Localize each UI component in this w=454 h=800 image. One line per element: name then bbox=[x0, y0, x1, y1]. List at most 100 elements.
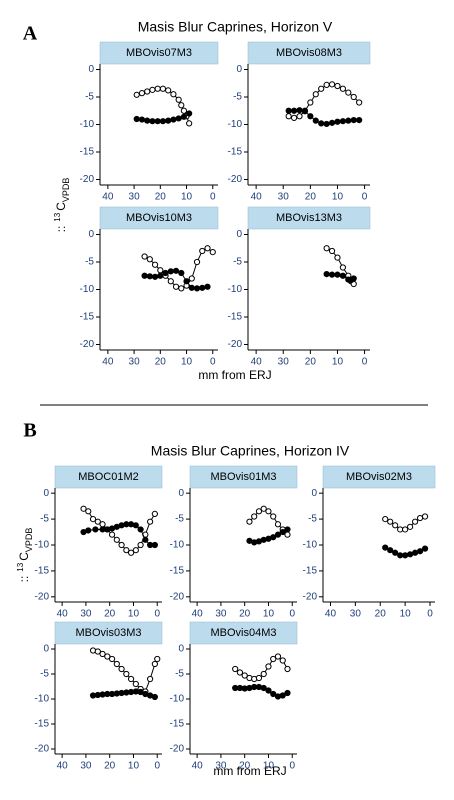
panel-title: MBOvis10M3 bbox=[126, 212, 192, 224]
open-point bbox=[265, 508, 272, 515]
open-point bbox=[178, 285, 185, 292]
open-point bbox=[165, 87, 172, 94]
open-point bbox=[270, 513, 277, 520]
filled-point bbox=[334, 118, 341, 125]
filled-point bbox=[421, 545, 429, 552]
open-point bbox=[188, 275, 195, 282]
x-tick-label: 0 bbox=[210, 357, 216, 368]
open-point bbox=[397, 526, 404, 533]
panel-header bbox=[189, 621, 298, 645]
open-point bbox=[255, 674, 263, 682]
x-tick-label: 40 bbox=[102, 192, 114, 203]
open-point bbox=[193, 258, 201, 266]
filled-point bbox=[180, 113, 188, 120]
figure-label: A bbox=[23, 23, 38, 45]
x-tick-label: 30 bbox=[215, 761, 227, 772]
x-tick-label: 30 bbox=[278, 192, 290, 203]
y-tick-label: -10 bbox=[170, 540, 185, 551]
open-point bbox=[151, 261, 159, 268]
filled-point bbox=[85, 527, 92, 534]
open-point bbox=[421, 513, 429, 520]
y-tick-label: -15 bbox=[303, 566, 318, 577]
filled-point bbox=[392, 549, 399, 556]
filled-point bbox=[186, 110, 193, 117]
open-point bbox=[284, 665, 291, 673]
open-point bbox=[328, 81, 336, 88]
panel-title: MBOvis01M3 bbox=[210, 471, 276, 483]
open-point bbox=[157, 267, 164, 274]
filled-point bbox=[170, 116, 177, 123]
filled-point bbox=[188, 284, 195, 291]
open-point bbox=[312, 91, 319, 98]
open-point bbox=[323, 245, 330, 252]
open-point bbox=[127, 675, 135, 683]
filled-point bbox=[397, 552, 404, 559]
open-point bbox=[175, 96, 182, 103]
panel-header bbox=[322, 465, 436, 489]
open-point bbox=[339, 264, 346, 271]
open-point bbox=[199, 247, 206, 255]
y-tick-label: -15 bbox=[228, 147, 243, 158]
filled-point bbox=[318, 120, 325, 127]
open-point bbox=[186, 120, 193, 127]
y-tick-label: 0 bbox=[178, 488, 184, 499]
filled-point bbox=[204, 283, 211, 290]
y-label-part: VPDB bbox=[24, 528, 34, 553]
y-tick-label: -15 bbox=[80, 147, 95, 158]
series-line bbox=[144, 247, 214, 289]
filled-point bbox=[323, 271, 330, 278]
filled-point bbox=[165, 117, 172, 124]
y-tick-label: -5 bbox=[40, 514, 49, 525]
filled-point bbox=[154, 118, 161, 125]
filled-point bbox=[402, 552, 409, 559]
x-tick-label: 20 bbox=[239, 761, 251, 772]
panel-header bbox=[99, 206, 219, 230]
filled-point bbox=[301, 108, 309, 115]
open-point bbox=[141, 253, 148, 260]
open-point bbox=[94, 518, 101, 525]
filled-point bbox=[328, 119, 336, 126]
filled-point bbox=[260, 684, 267, 692]
open-point bbox=[350, 93, 357, 101]
open-point bbox=[138, 90, 146, 97]
x-tick-label: 10 bbox=[263, 609, 275, 620]
x-tick-label: 0 bbox=[427, 609, 433, 620]
panel-header bbox=[54, 621, 163, 645]
y-tick-label: -20 bbox=[35, 591, 50, 602]
open-point bbox=[154, 655, 161, 663]
y-tick-label: 0 bbox=[43, 644, 49, 655]
filled-point bbox=[312, 117, 319, 124]
y-tick-label: -10 bbox=[228, 284, 243, 295]
filled-point bbox=[350, 117, 357, 124]
x-tick-label: 20 bbox=[104, 609, 116, 620]
open-point bbox=[334, 82, 341, 90]
x-axis-label: mm from ERJ bbox=[198, 368, 271, 382]
filled-point bbox=[416, 548, 424, 555]
panel-header bbox=[189, 465, 298, 489]
open-point bbox=[356, 99, 363, 106]
y-tick-label: -10 bbox=[80, 284, 95, 295]
y-tick-label: 0 bbox=[178, 644, 184, 655]
x-tick-label: 20 bbox=[155, 357, 167, 368]
filled-point bbox=[146, 273, 153, 280]
y-tick-label: -20 bbox=[228, 174, 243, 185]
open-point bbox=[80, 505, 87, 512]
open-point bbox=[99, 650, 106, 658]
filled-point bbox=[270, 690, 277, 698]
x-tick-label: 40 bbox=[251, 357, 263, 368]
y-tick-label: -15 bbox=[170, 566, 185, 577]
open-point bbox=[108, 655, 116, 663]
open-point bbox=[323, 81, 330, 89]
filled-point bbox=[407, 551, 414, 558]
filled-point bbox=[183, 278, 190, 285]
open-point bbox=[123, 670, 130, 678]
y-tick-label: -15 bbox=[228, 312, 243, 323]
open-point bbox=[260, 505, 267, 512]
y-tick-label: -20 bbox=[170, 744, 185, 755]
y-tick-label: -5 bbox=[175, 669, 184, 680]
x-tick-label: 40 bbox=[192, 761, 204, 772]
x-tick-label: 40 bbox=[251, 192, 263, 203]
open-point bbox=[290, 114, 298, 122]
open-point bbox=[416, 514, 424, 522]
